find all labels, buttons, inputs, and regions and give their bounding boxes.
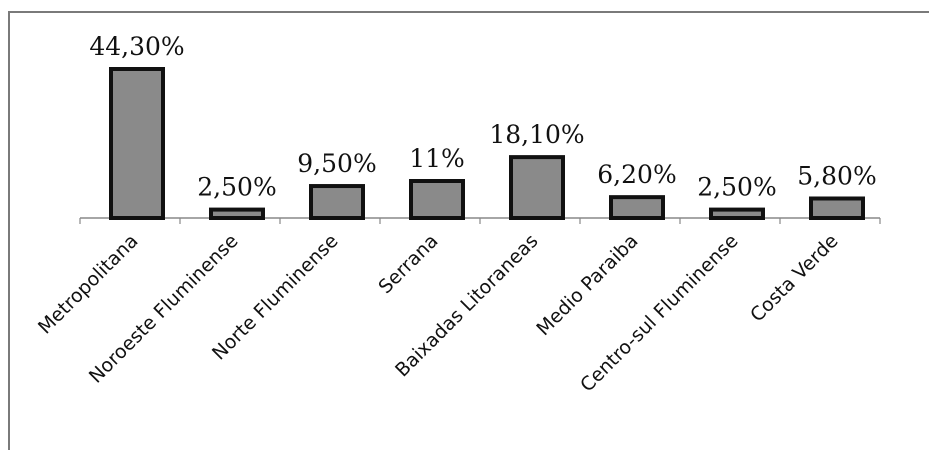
data-label-3: 11% bbox=[409, 144, 465, 173]
chart-border bbox=[8, 11, 929, 450]
data-label-0: 44,30% bbox=[89, 32, 184, 61]
data-label-4: 18,10% bbox=[489, 120, 584, 149]
bar-5 bbox=[609, 195, 665, 221]
bar-7 bbox=[809, 196, 865, 220]
bar-3 bbox=[409, 179, 465, 220]
data-labels: 44,30% 2,50% 9,50% 11% 18,10% 6,20% 2,50% 5,80% bbox=[89, 32, 876, 202]
data-label-6: 2,50% bbox=[697, 173, 776, 202]
data-label-5: 6,20% bbox=[597, 160, 676, 189]
bar-6 bbox=[709, 207, 765, 220]
data-label-2: 9,50% bbox=[297, 149, 376, 178]
category-label-0: Metropolitana bbox=[34, 230, 143, 339]
bar-0 bbox=[109, 67, 165, 220]
category-label-7: Costa Verde bbox=[746, 230, 842, 326]
data-label-1: 2,50% bbox=[197, 173, 276, 202]
bar-1 bbox=[209, 207, 265, 220]
bar-4 bbox=[509, 155, 565, 221]
data-label-7: 5,80% bbox=[797, 161, 876, 190]
bar-2 bbox=[309, 184, 365, 221]
bars bbox=[109, 67, 865, 221]
category-label-5: Medio Paraiba bbox=[532, 230, 642, 340]
category-label-3: Serrana bbox=[374, 230, 442, 298]
